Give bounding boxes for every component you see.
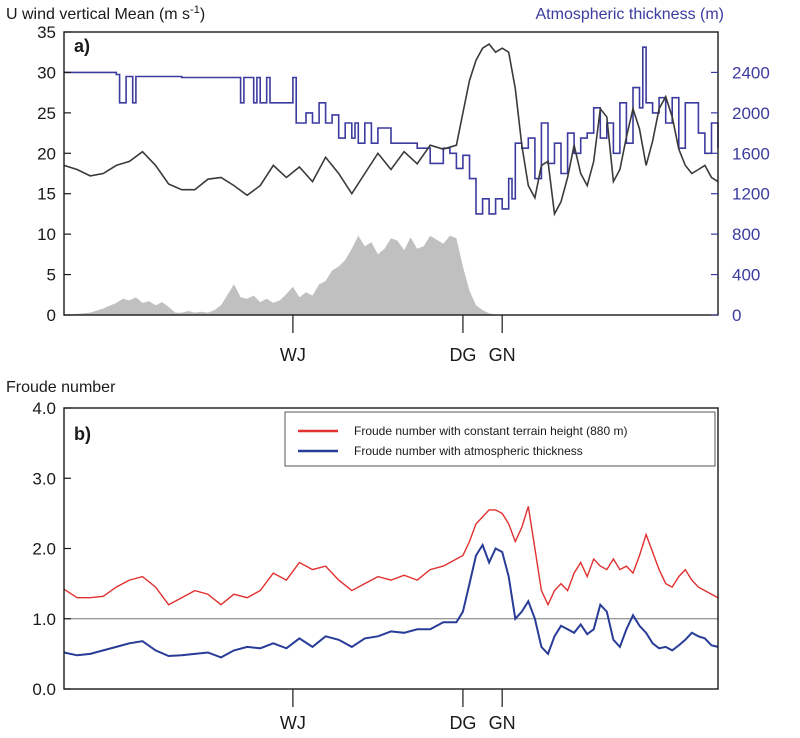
left-axis-title: U wind vertical Mean (m s-1) — [6, 4, 205, 23]
right-tick-label: 2000 — [732, 104, 770, 123]
froude-tick-label: 1.0 — [32, 610, 56, 629]
location-label: DG — [449, 345, 476, 365]
right-axis-title: Atmospheric thickness (m) — [536, 6, 725, 23]
froude-tick-label: 4.0 — [32, 399, 56, 418]
left-tick-label: 15 — [37, 185, 56, 204]
panel-b: 0.0 1.0 2.0 3.0 4.0 WJ DG GN — [32, 399, 719, 733]
right-tick-label: 800 — [732, 225, 760, 244]
panel-b-label: b) — [74, 424, 91, 444]
froude-tick-label: 2.0 — [32, 540, 56, 559]
right-tick-label: 1600 — [732, 144, 770, 163]
panel-a: 0 5 10 15 20 25 30 35 0 400 800 1200 1600 2000 2400 WJ D… — [37, 23, 770, 365]
legend: Froude number with constant terrain heig… — [284, 411, 716, 467]
location-label: GN — [489, 713, 516, 733]
location-label: GN — [489, 345, 516, 365]
left-tick-label: 0 — [47, 306, 56, 325]
legend-box — [284, 411, 716, 467]
left-tick-label: 20 — [37, 144, 56, 163]
legend-entry-constant-terrain: Froude number with constant terrain heig… — [354, 424, 627, 438]
left-tick-label: 5 — [47, 266, 56, 285]
series-u-wind-line — [63, 43, 719, 217]
series-terrain-area — [64, 235, 718, 315]
panel-b-title: Froude number — [6, 379, 116, 396]
legend-entry-atmospheric-thickness: Froude number with atmospheric thickness — [354, 444, 583, 458]
location-label: WJ — [280, 713, 306, 733]
right-tick-label: 2400 — [732, 63, 770, 82]
location-label: DG — [449, 713, 476, 733]
left-tick-label: 30 — [37, 63, 56, 82]
left-tick-label: 25 — [37, 104, 56, 123]
right-tick-label: 0 — [732, 306, 741, 325]
froude-tick-label: 3.0 — [32, 469, 56, 488]
series-atmospheric-thickness-line — [64, 46, 719, 215]
left-tick-label: 10 — [37, 225, 56, 244]
right-tick-label: 1200 — [732, 185, 770, 204]
left-tick-label: 35 — [37, 23, 56, 42]
panel-a-frame — [63, 31, 719, 316]
series-froude-constant-terrain-line — [63, 506, 719, 607]
series-froude-atmospheric-thickness-line — [63, 542, 719, 659]
panel-a-label: a) — [74, 36, 90, 56]
right-tick-label: 400 — [732, 266, 760, 285]
location-label: WJ — [280, 345, 306, 365]
froude-tick-label: 0.0 — [32, 680, 56, 699]
